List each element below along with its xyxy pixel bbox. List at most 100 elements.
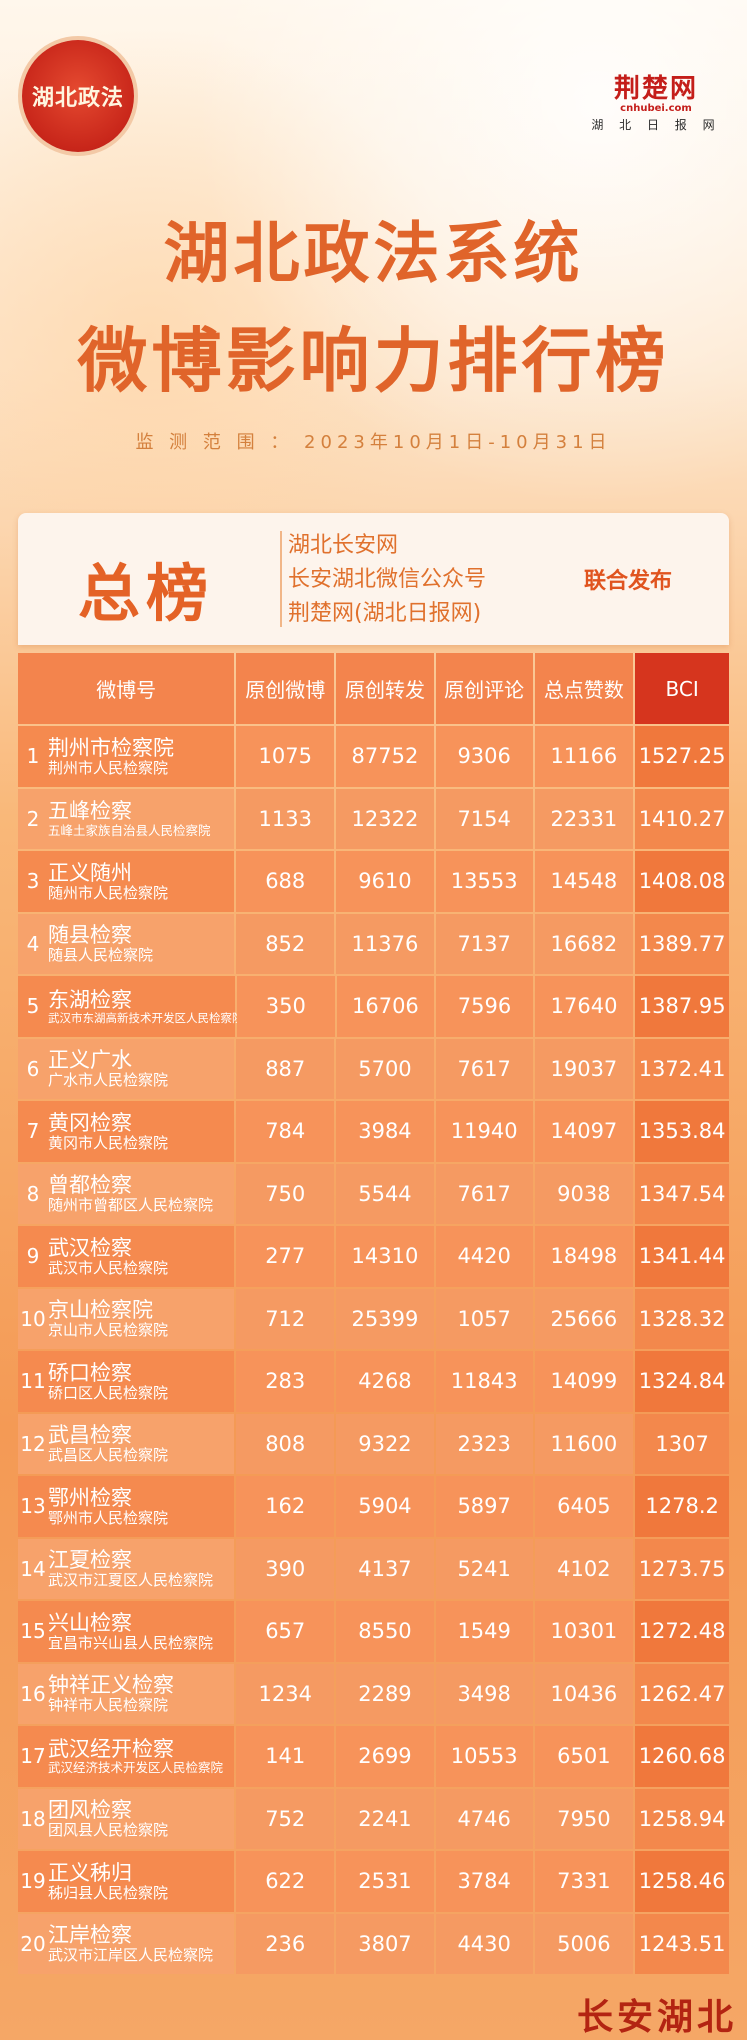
bci-cell: 1389.77 [635, 913, 729, 974]
account-names: 鄂州检察 鄂州市人民检察院 [48, 1486, 168, 1527]
comments-cell: 7617 [435, 1038, 533, 1099]
likes-cell: 14097 [534, 1101, 634, 1162]
bci-cell: 1243.51 [635, 1913, 729, 1974]
account-org: 随州市曾都区人民检察院 [48, 1196, 214, 1215]
header-divider [280, 531, 282, 627]
forwards-cell: 9610 [336, 851, 434, 912]
account-name: 钟祥正义检察 [48, 1673, 174, 1698]
account-org: 随州市人民检察院 [48, 883, 169, 902]
forwards-cell: 12322 [336, 788, 434, 849]
account-name: 正义广水 [48, 1048, 132, 1073]
account-name: 荆州市检察院 [48, 735, 174, 760]
table-row: 13 鄂州检察 鄂州市人民检察院 162 5904 5897 6405 1278.2 [18, 1474, 729, 1537]
comments-cell: 7154 [435, 788, 533, 849]
comments-cell: 4746 [435, 1788, 533, 1849]
likes-cell: 18498 [534, 1226, 634, 1287]
original-posts-cell: 688 [236, 851, 335, 912]
likes-cell: 7331 [534, 1851, 634, 1912]
original-posts-cell: 1075 [236, 726, 335, 787]
account-org: 武汉市江夏区人民检察院 [48, 1571, 214, 1590]
likes-cell: 6501 [534, 1726, 634, 1787]
forwards-cell: 5544 [336, 1163, 434, 1224]
bci-cell: 1347.54 [635, 1163, 729, 1224]
original-posts-cell: 236 [236, 1913, 335, 1974]
logo-right-en: cnhubei.com [620, 103, 692, 114]
table-row: 10 京山检察院 京山市人民检察院 712 25399 1057 25666 1328.32 [18, 1287, 729, 1349]
rank-number: 17 [20, 1744, 46, 1769]
column-header-forwards: 原创转发 [336, 653, 434, 724]
bci-cell: 1372.41 [635, 1038, 729, 1099]
forwards-cell: 2699 [336, 1726, 434, 1787]
forwards-cell: 14310 [336, 1226, 434, 1287]
comments-cell: 7137 [435, 913, 533, 974]
account-org: 钟祥市人民检察院 [48, 1696, 169, 1715]
account-name: 武汉检察 [48, 1235, 132, 1260]
likes-cell: 16682 [534, 913, 634, 974]
original-posts-cell: 852 [236, 913, 335, 974]
monitoring-period: 监 测 范 围 ： 2023年10月1日-10月31日 [135, 432, 612, 453]
bci-cell: 1258.94 [635, 1788, 729, 1849]
original-posts-cell: 350 [237, 976, 335, 1037]
rank-number: 5 [26, 994, 40, 1019]
account-names: 东湖检察 武汉市东湖高新技术开发区人民检察院 [48, 988, 244, 1025]
forwards-cell: 9322 [336, 1413, 434, 1474]
account-cell: 20 江岸检察 武汉市江岸区人民检察院 [18, 1913, 235, 1974]
jingchu-wang-logo: 荆楚网 cnhubei.com 湖 北 日 报 网 [591, 68, 721, 132]
forwards-cell: 3807 [336, 1913, 434, 1974]
comments-cell: 1549 [435, 1601, 533, 1662]
comments-cell: 11940 [435, 1101, 533, 1162]
table-row: 1 荆州市检察院 荆州市人民检察院 1075 87752 9306 11166 1527.25 [18, 724, 729, 787]
original-posts-cell: 390 [236, 1538, 335, 1599]
publisher-item: 荆楚网(湖北日报网) [288, 601, 482, 626]
column-header-likes: 总点赞数 [534, 653, 634, 724]
comments-cell: 4420 [435, 1226, 533, 1287]
table-row: 2 五峰检察 五峰土家族自治县人民检察院 1133 12322 7154 22331 1410… [18, 787, 729, 849]
comments-cell: 10553 [435, 1726, 533, 1787]
account-cell: 18 团风检察 团风县人民检察院 [18, 1788, 235, 1849]
account-org: 秭归县人民检察院 [48, 1883, 169, 1902]
original-posts-cell: 283 [236, 1351, 335, 1412]
rank-number: 10 [20, 1306, 46, 1331]
changan-hubei-watermark: 长安湖北 [576, 1996, 737, 2038]
table-row: 4 随县检察 随县人民检察院 852 11376 7137 16682 1389.77 [18, 912, 729, 974]
likes-cell: 22331 [534, 788, 634, 849]
account-name: 正义秭归 [48, 1860, 132, 1885]
account-names: 江夏检察 武汉市江夏区人民检察院 [48, 1548, 213, 1589]
bci-cell: 1278.2 [635, 1476, 729, 1537]
rank-number: 12 [20, 1431, 46, 1456]
account-name: 江岸检察 [48, 1923, 132, 1948]
table-row: 6 正义广水 广水市人民检察院 887 5700 7617 19037 1372.41 [18, 1037, 729, 1099]
account-name: 东湖检察 [48, 987, 132, 1012]
rank-number: 14 [20, 1556, 46, 1581]
account-cell: 3 正义随州 随州市人民检察院 [18, 851, 235, 912]
bci-cell: 1353.84 [635, 1101, 729, 1162]
account-org: 武汉市人民检察院 [48, 1258, 169, 1277]
account-name: 武汉经开检察 [48, 1736, 174, 1761]
original-posts-cell: 1234 [236, 1663, 335, 1724]
original-posts-cell: 162 [236, 1476, 335, 1537]
likes-cell: 11600 [534, 1413, 634, 1474]
bci-cell: 1387.95 [635, 976, 729, 1037]
original-posts-cell: 887 [236, 1038, 335, 1099]
forwards-cell: 3984 [336, 1101, 434, 1162]
publisher-list: 湖北长安网 长安湖北微信公众号 荆楚网(湖北日报网) [288, 529, 486, 631]
account-cell: 12 武昌检察 武昌区人民检察院 [18, 1413, 235, 1474]
forwards-cell: 25399 [336, 1288, 434, 1349]
account-org: 武汉市江岸区人民检察院 [48, 1946, 214, 1965]
rank-number: 11 [20, 1369, 46, 1394]
rank-number: 15 [20, 1619, 46, 1644]
account-org: 武汉市东湖高新技术开发区人民检察院 [48, 1010, 244, 1025]
account-names: 黄冈检察 黄冈市人民检察院 [48, 1111, 168, 1152]
original-posts-cell: 1133 [236, 788, 335, 849]
original-posts-cell: 141 [236, 1726, 335, 1787]
account-org: 广水市人民检察院 [48, 1071, 169, 1090]
account-cell: 13 鄂州检察 鄂州市人民检察院 [18, 1476, 235, 1537]
account-cell: 16 钟祥正义检察 钟祥市人民检察院 [18, 1663, 235, 1724]
account-cell: 10 京山检察院 京山市人民检察院 [18, 1288, 235, 1349]
forwards-cell: 4268 [336, 1351, 434, 1412]
likes-cell: 10301 [534, 1601, 634, 1662]
account-names: 荆州市检察院 荆州市人民检察院 [48, 736, 174, 777]
account-cell: 11 硚口检察 硚口区人民检察院 [18, 1351, 235, 1412]
column-header-original-posts: 原创微博 [236, 653, 335, 724]
table-row: 14 江夏检察 武汉市江夏区人民检察院 390 4137 5241 4102 1273.75 [18, 1537, 729, 1599]
